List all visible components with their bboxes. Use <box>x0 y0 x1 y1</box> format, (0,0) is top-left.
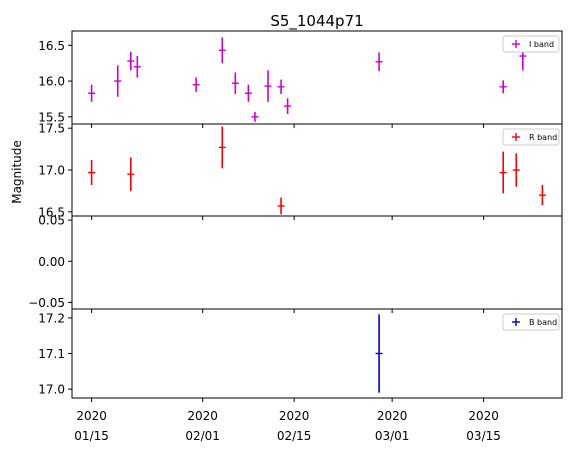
data-point <box>499 151 507 194</box>
x-tick-year: 2020 <box>377 409 408 423</box>
data-point <box>277 197 285 215</box>
legend-box <box>502 128 560 146</box>
panel-frame <box>71 30 563 125</box>
y-tick-label: −0.05 <box>28 296 65 310</box>
data-point <box>375 314 383 393</box>
chart-title: S5_1044p71 <box>270 12 363 31</box>
y-axis-label: Magnitude <box>10 140 24 204</box>
y-tick-label: 0.05 <box>38 214 65 228</box>
data-point <box>192 77 200 92</box>
x-tick-label: 02/01 <box>185 429 220 443</box>
legend: R band <box>502 128 560 146</box>
data-point <box>244 84 252 102</box>
x-tick-label: 03/15 <box>466 429 501 443</box>
data-point <box>375 52 383 72</box>
data-point <box>88 159 96 186</box>
panel-frame <box>71 215 563 310</box>
legend-box <box>502 35 560 53</box>
data-point <box>512 153 520 187</box>
legend-label: I band <box>529 40 554 49</box>
panel-frame <box>71 123 563 217</box>
panel-i-band: 15.5 16.0 16.5 I band <box>38 30 563 128</box>
data-point <box>114 65 122 97</box>
x-tick-label: 03/01 <box>375 429 410 443</box>
data-point <box>133 56 141 78</box>
legend: B band <box>502 313 560 331</box>
x-tick-label: 01/15 <box>74 429 109 443</box>
x-tick-label: 02/15 <box>277 429 312 443</box>
legend: I band <box>502 35 560 53</box>
y-tick-label: 17.1 <box>38 347 65 361</box>
data-point <box>218 126 226 169</box>
data-point <box>88 84 96 102</box>
x-tick-year: 2020 <box>279 409 310 423</box>
y-tick-label: 17.0 <box>38 383 65 397</box>
panel-empty: 0.05 0.00 −0.05 <box>28 214 563 313</box>
x-tick-year: 2020 <box>187 409 218 423</box>
panel-frame <box>71 308 563 399</box>
panels: 15.5 16.0 16.5 I band 16.5 17.0 17.5 R band 0.05… <box>28 30 563 402</box>
y-tick-label: 17.2 <box>38 311 65 325</box>
panel-b-band: 17.0 17.1 17.2 B band <box>38 308 563 402</box>
data-point <box>251 111 259 122</box>
data-point <box>277 79 285 94</box>
y-tick-label: 16.5 <box>38 39 65 53</box>
data-point <box>231 72 239 94</box>
legend-box <box>502 313 560 331</box>
legend-label: B band <box>529 318 557 327</box>
data-point <box>499 80 507 94</box>
y-tick-label: 15.5 <box>38 110 65 124</box>
x-tick-year: 2020 <box>468 409 499 423</box>
data-point <box>264 70 272 102</box>
y-tick-label: 17.5 <box>38 122 65 136</box>
data-point <box>127 51 135 71</box>
data-point <box>284 98 292 114</box>
y-tick-label: 0.00 <box>38 255 65 269</box>
y-tick-label: 16.0 <box>38 75 65 89</box>
y-tick-label: 17.0 <box>38 164 65 178</box>
legend-label: R band <box>529 133 557 142</box>
panel-r-band: 16.5 17.0 17.5 R band <box>38 122 563 220</box>
data-point <box>127 157 135 191</box>
data-point <box>538 185 546 206</box>
x-tick-year: 2020 <box>76 409 107 423</box>
y-tick-label: 16.5 <box>38 205 65 219</box>
x-axis: 2020 01/15 2020 02/01 2020 02/15 2020 03/01 2020… <box>74 409 501 443</box>
data-point <box>218 37 226 64</box>
